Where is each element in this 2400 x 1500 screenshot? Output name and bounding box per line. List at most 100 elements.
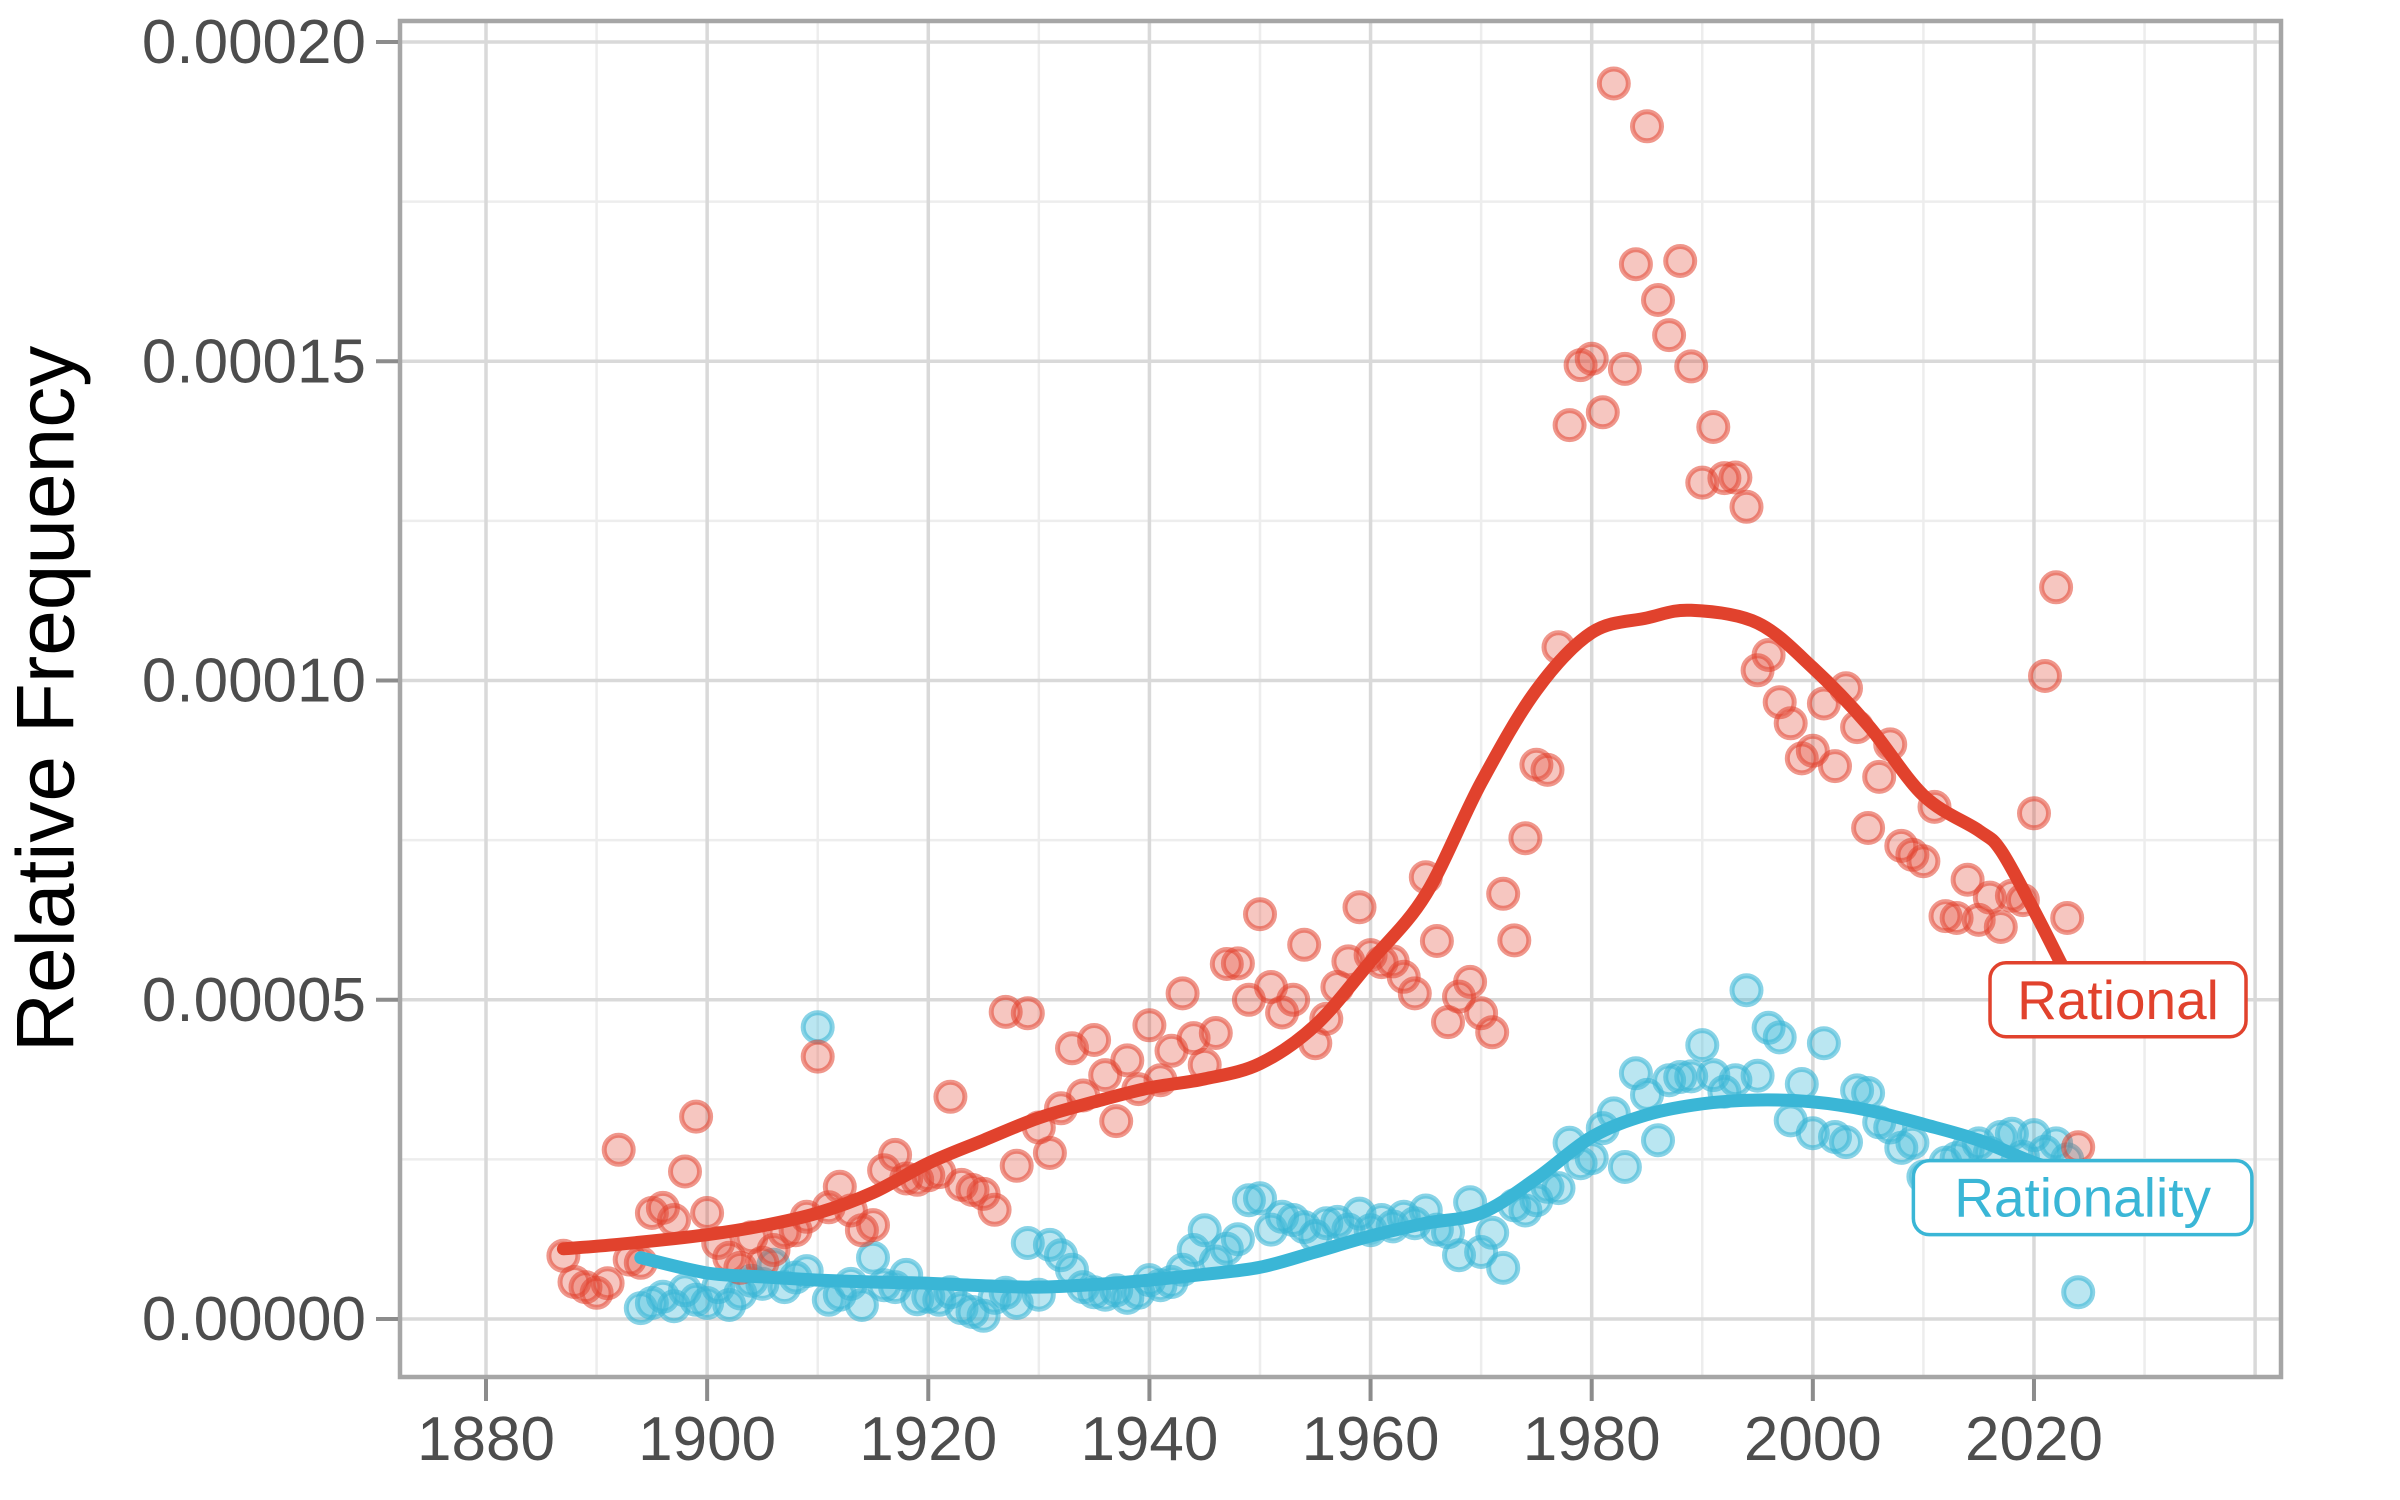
scatter-point-rationality [1663, 1060, 1698, 1094]
scatter-point-rational [2028, 659, 2062, 693]
scatter-point-rational [1718, 460, 1753, 495]
scatter-point-rational [601, 1132, 636, 1167]
scatter-point-rationality [856, 1240, 890, 1275]
scatter-point-rational [1220, 946, 1255, 981]
scatter-point-rationality [1829, 1125, 1863, 1160]
scatter-point-rational [1497, 923, 1532, 958]
scatter-point-rationality [1685, 1028, 1720, 1063]
axis-ticks-layer [376, 40, 2036, 1401]
scatter-point-rational [933, 1079, 968, 1114]
panel-border [397, 18, 2284, 1380]
scatter-point-rationality [1243, 1181, 1277, 1216]
x-tick-label: 2020 [1965, 1405, 2103, 1474]
scatter-point-rational [590, 1266, 625, 1301]
scatter-point-rational [1795, 733, 1830, 768]
scatter-point-rational [1674, 349, 1709, 384]
scatter-point-rational [1751, 638, 1786, 672]
scatter-point-rational [1729, 489, 1764, 524]
axis-tick-labels-layer: 1880 1900 1920 1940 1960 1980 2000 2020 0.00000 0… [142, 8, 2103, 1474]
series-label-rationality: Rationality [1911, 1158, 2254, 1237]
trend-line-rationality [634, 1093, 2085, 1294]
scatter-point-rationality [1187, 1213, 1222, 1248]
y-tick-label: 0.00010 [142, 647, 366, 716]
scatter-series-rationality [623, 973, 2096, 1333]
scatter-point-rational [1198, 1016, 1233, 1050]
y-tick-label: 0.00020 [142, 8, 366, 77]
scatter-point-rational [1165, 976, 1200, 1011]
scatter-point-rational [1906, 844, 1941, 879]
scatter-point-rational [1508, 821, 1543, 856]
scatter-point-rational [1397, 976, 1432, 1011]
x-tick-label: 1880 [417, 1405, 555, 1474]
scatter-point-rational [2050, 901, 2085, 935]
y-tick-label: 0.00015 [142, 327, 366, 396]
scatter-point-rationality [1541, 1171, 1576, 1206]
scatter-point-rational [1132, 1008, 1167, 1043]
scatter-point-rational [657, 1203, 691, 1237]
scatter-point-rational [2017, 796, 2051, 831]
scatter-point-rational [1475, 1015, 1510, 1050]
scatter-point-rational [1851, 811, 1886, 845]
x-tick-label: 1980 [1523, 1405, 1661, 1474]
scatter-point-rational [1707, 461, 1742, 496]
series-label-rational: Rational [1988, 961, 2248, 1039]
series-label-text: Rationality [1954, 1167, 2211, 1229]
scatter-point-rational [1983, 910, 2018, 944]
scatter-point-rationality [1641, 1123, 1675, 1158]
scatter-point-rational [1209, 947, 1244, 981]
y-tick-label: 0.00005 [142, 966, 366, 1035]
x-tick-label: 1960 [1302, 1405, 1440, 1474]
scatter-point-rational [1110, 1043, 1145, 1078]
scatter-point-rational [690, 1196, 725, 1230]
scatter-point-rational [1696, 410, 1731, 444]
scatter-point-rational [1530, 752, 1565, 787]
scatter-point-rational [1243, 897, 1277, 932]
scatter-point-rational [1607, 351, 1642, 386]
scatter-point-rational [1419, 924, 1454, 958]
scatter-series-rational [546, 66, 2096, 1310]
x-tick-label: 1920 [859, 1405, 997, 1474]
scatter-point-rational [1596, 66, 1631, 101]
scatter-point-rationality [1895, 1125, 1930, 1160]
series-labels-layer: Rational Rationality [1911, 961, 2254, 1237]
x-tick-label: 1940 [1080, 1405, 1218, 1474]
y-tick-label: 0.00000 [142, 1285, 366, 1354]
series-label-box [1988, 961, 2248, 1039]
scatter-points-layer [546, 66, 2096, 1333]
scatter-point-rational [1818, 749, 1852, 784]
scatter-point-rationality [1220, 1222, 1255, 1257]
trend-lines-layer [556, 603, 2085, 1294]
scatter-point-rationality [966, 1298, 1001, 1333]
series-label-text: Rational [2017, 969, 2219, 1031]
scatter-point-rational [1010, 996, 1045, 1031]
scatter-point-rational [1099, 1104, 1134, 1139]
scatter-point-rational [1287, 927, 1322, 962]
scatter-point-rational [1652, 318, 1687, 353]
scatter-point-rational [800, 1039, 835, 1074]
scatter-point-rationality [1607, 1150, 1642, 1184]
gridlines-minor-layer [400, 21, 2281, 1377]
scatter-point-rational [999, 1148, 1034, 1183]
scatter-point-rational [1630, 109, 1664, 144]
scatter-point-rational [1486, 876, 1521, 911]
scatter-point-rational [1862, 759, 1897, 794]
trend-line-rational [556, 603, 2069, 1256]
x-tick-label: 2000 [1744, 1405, 1882, 1474]
scatter-point-rational [1032, 1136, 1067, 1170]
scatter-point-rational [1574, 341, 1609, 376]
scatter-point-rational [679, 1099, 714, 1134]
scatter-point-rationality [844, 1288, 879, 1322]
scatter-point-rationality [1475, 1215, 1510, 1250]
scatter-point-rational [756, 1233, 791, 1267]
x-tick-label: 1900 [638, 1405, 776, 1474]
scatter-point-rational [1453, 964, 1488, 999]
scatter-point-rational [2061, 1130, 2096, 1165]
scatter-point-rational [1585, 395, 1620, 430]
scatter-point-rationality [1729, 973, 1764, 1008]
scatter-point-rational [1663, 244, 1698, 278]
scatter-point-rational [1552, 408, 1587, 443]
scatter-point-rationality [800, 1010, 835, 1045]
scatter-point-rational [1773, 706, 1808, 741]
